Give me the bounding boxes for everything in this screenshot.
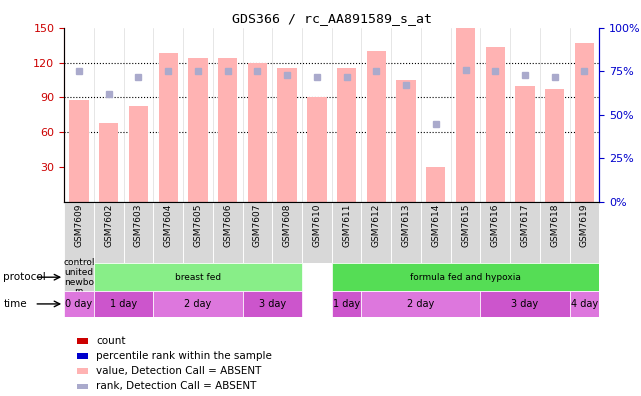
Bar xyxy=(421,202,451,263)
Bar xyxy=(94,291,153,317)
Bar xyxy=(362,202,391,263)
Text: GSM7614: GSM7614 xyxy=(431,204,440,247)
Bar xyxy=(64,202,94,263)
Bar xyxy=(540,202,570,263)
Bar xyxy=(337,69,356,202)
Bar xyxy=(451,202,480,263)
Bar xyxy=(570,202,599,263)
Text: GSM7603: GSM7603 xyxy=(134,204,143,247)
Text: percentile rank within the sample: percentile rank within the sample xyxy=(96,351,272,361)
Text: 2 day: 2 day xyxy=(184,299,212,309)
Text: control
united
newbo
rn: control united newbo rn xyxy=(63,258,95,296)
Text: GSM7607: GSM7607 xyxy=(253,204,262,247)
Bar xyxy=(570,291,599,317)
Text: protocol: protocol xyxy=(3,272,46,282)
Text: GSM7612: GSM7612 xyxy=(372,204,381,247)
Text: breast fed: breast fed xyxy=(175,273,221,282)
Bar xyxy=(426,167,445,202)
Text: GSM7610: GSM7610 xyxy=(312,204,321,247)
Text: 0 day: 0 day xyxy=(65,299,92,309)
Bar xyxy=(153,291,242,317)
Bar xyxy=(332,291,362,317)
Bar xyxy=(272,202,302,263)
Bar xyxy=(307,97,326,202)
Bar xyxy=(242,202,272,263)
Bar xyxy=(396,80,416,202)
Bar xyxy=(480,291,570,317)
Text: GSM7619: GSM7619 xyxy=(580,204,589,247)
Text: value, Detection Call = ABSENT: value, Detection Call = ABSENT xyxy=(96,366,262,376)
Bar xyxy=(515,86,535,202)
Bar xyxy=(94,202,124,263)
Bar xyxy=(332,263,599,291)
Bar xyxy=(247,63,267,202)
Bar xyxy=(486,48,505,202)
Bar xyxy=(158,53,178,202)
Bar xyxy=(575,43,594,202)
Bar xyxy=(367,51,386,202)
Bar xyxy=(391,202,421,263)
Text: GSM7618: GSM7618 xyxy=(550,204,559,247)
Text: GSM7602: GSM7602 xyxy=(104,204,113,247)
Bar xyxy=(332,202,362,263)
Bar xyxy=(69,100,88,202)
Text: count: count xyxy=(96,336,126,346)
Text: 1 day: 1 day xyxy=(110,299,137,309)
Bar xyxy=(218,58,237,202)
Text: 3 day: 3 day xyxy=(512,299,538,309)
Bar xyxy=(64,263,94,291)
Text: GSM7608: GSM7608 xyxy=(283,204,292,247)
Text: 4 day: 4 day xyxy=(571,299,598,309)
Bar xyxy=(129,106,148,202)
Bar xyxy=(213,202,242,263)
Text: GSM7617: GSM7617 xyxy=(520,204,529,247)
Text: 1 day: 1 day xyxy=(333,299,360,309)
Bar xyxy=(183,202,213,263)
Text: GSM7605: GSM7605 xyxy=(194,204,203,247)
Text: GSM7616: GSM7616 xyxy=(491,204,500,247)
Text: rank, Detection Call = ABSENT: rank, Detection Call = ABSENT xyxy=(96,381,256,391)
Bar xyxy=(242,291,302,317)
Bar xyxy=(510,202,540,263)
Text: GSM7606: GSM7606 xyxy=(223,204,232,247)
Bar xyxy=(545,89,564,202)
Text: GSM7615: GSM7615 xyxy=(461,204,470,247)
Bar xyxy=(153,202,183,263)
Text: 2 day: 2 day xyxy=(407,299,435,309)
Bar xyxy=(456,28,475,202)
Text: time: time xyxy=(3,299,27,309)
Text: 3 day: 3 day xyxy=(259,299,286,309)
Bar xyxy=(94,263,302,291)
Bar xyxy=(64,291,94,317)
Bar xyxy=(99,123,119,202)
Title: GDS366 / rc_AA891589_s_at: GDS366 / rc_AA891589_s_at xyxy=(231,12,432,25)
Bar xyxy=(278,69,297,202)
Text: GSM7604: GSM7604 xyxy=(163,204,172,247)
Text: GSM7609: GSM7609 xyxy=(74,204,83,247)
Bar xyxy=(302,202,332,263)
Text: GSM7611: GSM7611 xyxy=(342,204,351,247)
Bar xyxy=(124,202,153,263)
Bar xyxy=(480,202,510,263)
Text: formula fed and hypoxia: formula fed and hypoxia xyxy=(410,273,521,282)
Text: GSM7613: GSM7613 xyxy=(401,204,410,247)
Bar xyxy=(188,58,208,202)
Bar xyxy=(362,291,480,317)
